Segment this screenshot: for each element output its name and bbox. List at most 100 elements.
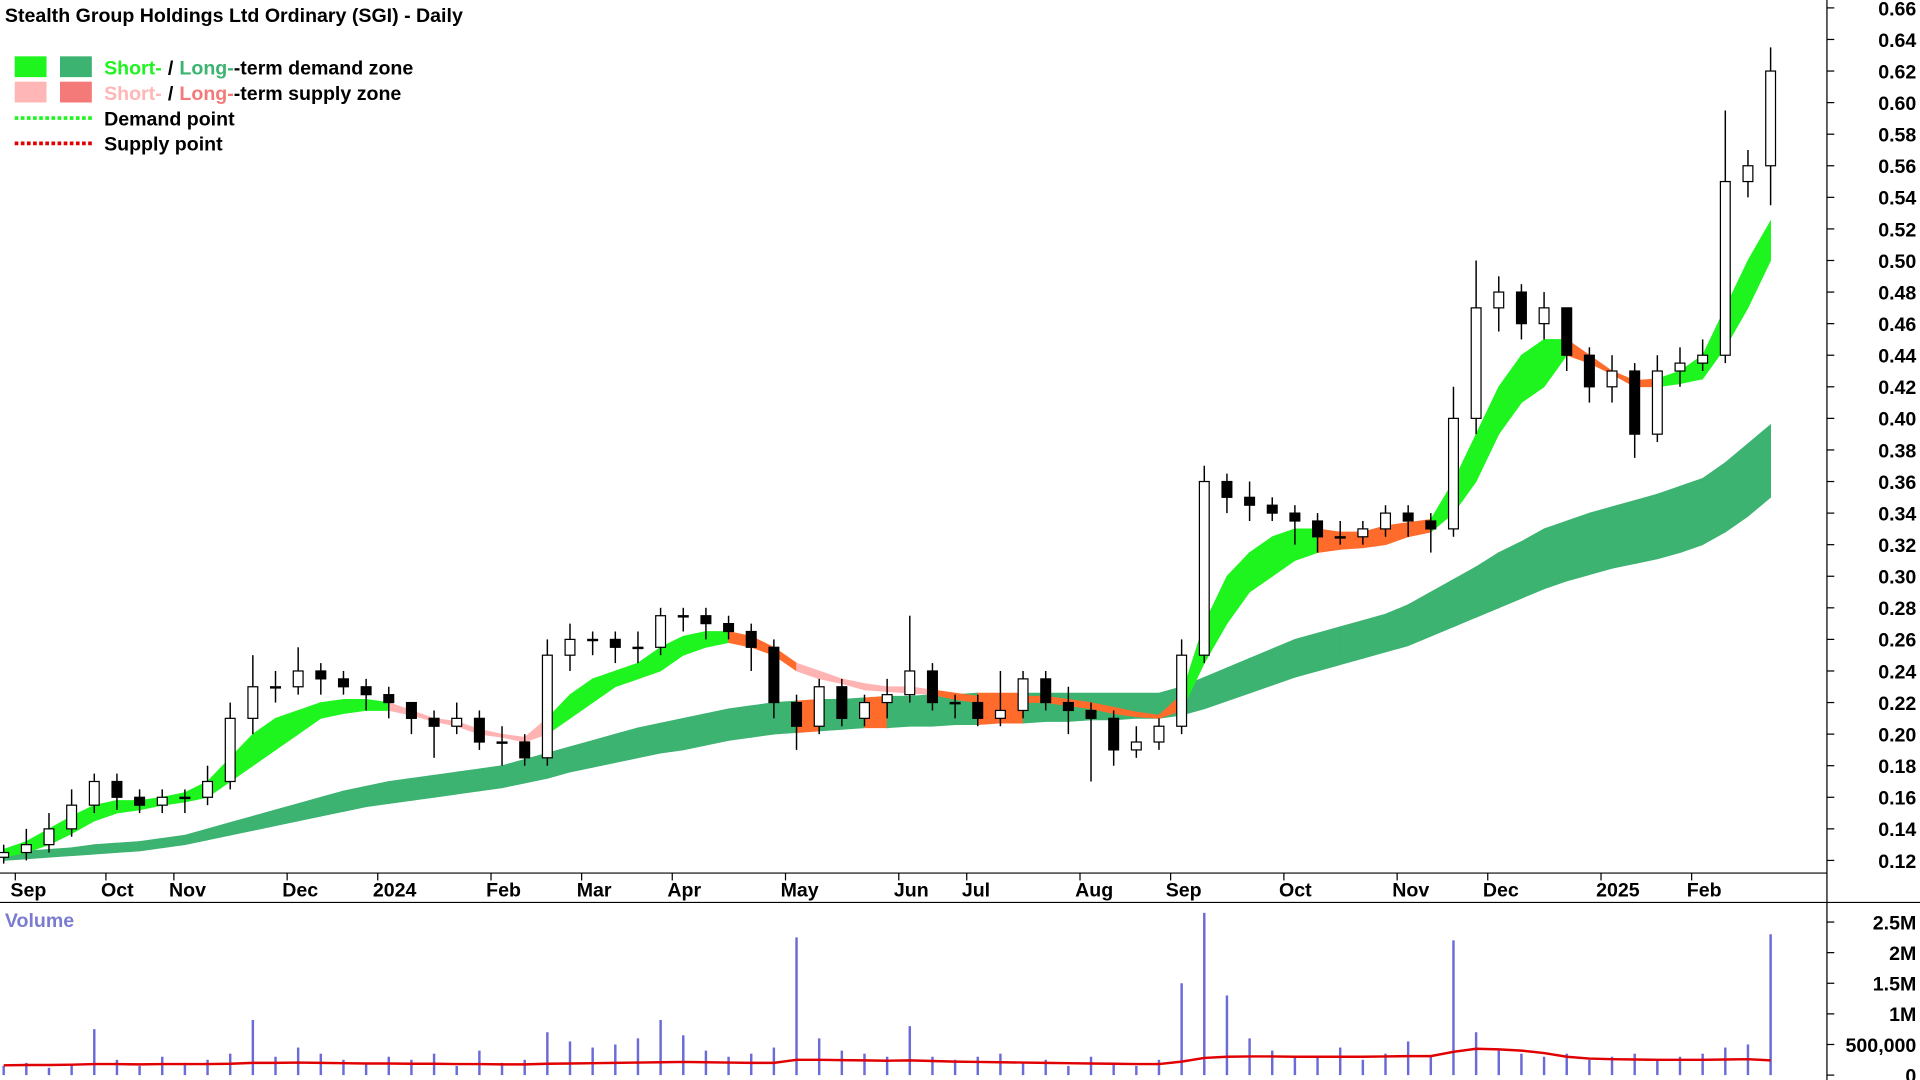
chart-title: Stealth Group Holdings Ltd Ordinary (SGI…: [5, 5, 463, 27]
y-tick-label: 0.36: [1878, 472, 1916, 494]
zone-segment: [1566, 512, 1590, 582]
candle-body: [541, 654, 553, 759]
zone-segment: [48, 847, 72, 858]
y-tick-label: 0.34: [1878, 503, 1916, 525]
volume-bars: [2, 912, 1772, 1076]
volume-y-tick-label: 500,000: [1846, 1035, 1917, 1057]
zone-segment: [433, 771, 458, 798]
legend-swatch: [14, 81, 47, 103]
x-tick-label: Dec: [1483, 879, 1519, 901]
zone-segment: [637, 722, 661, 759]
axes: 0.12 0.14 0.16 0.18 0.20 0.22 0.24 0.26 0.28 0.30…: [10, 0, 1916, 1080]
zone-segment: [1634, 493, 1658, 565]
candle-body: [1198, 480, 1210, 656]
candle-body: [1719, 180, 1731, 356]
candle-body: [247, 686, 259, 719]
volume-y-tick-label: 2M: [1889, 943, 1916, 965]
zone-segment: [388, 777, 412, 805]
candle-body: [1176, 654, 1188, 727]
candle-body: [609, 638, 621, 648]
volume-y-tick-label: 0: [1905, 1065, 1916, 1080]
candle-body: [337, 678, 349, 688]
candle-body: [1244, 496, 1256, 506]
legend-swatch: [60, 81, 92, 103]
zone-segment: [456, 768, 480, 795]
candle-body: [66, 804, 78, 830]
legend: Short- / Long--term demand zone Short- / Long…: [14, 56, 413, 156]
candle-body: [1629, 370, 1641, 435]
candle-body: [1561, 307, 1573, 356]
zone-segment: [750, 702, 775, 738]
candle-body: [202, 780, 214, 798]
x-tick-label: 2024: [373, 879, 417, 901]
candle-body: [1085, 709, 1097, 719]
x-tick-label: Nov: [169, 879, 206, 901]
candle-body: [1221, 480, 1233, 498]
y-tick-label: 0.60: [1878, 93, 1916, 115]
candle-body: [1651, 370, 1663, 435]
x-tick-label: Feb: [486, 879, 521, 901]
zone-segment: [411, 774, 435, 801]
zone-segment: [1294, 632, 1318, 678]
zone-segment: [614, 727, 639, 763]
zone-segment: [1611, 499, 1636, 569]
candle-body: [677, 615, 689, 618]
y-tick-label: 0.62: [1878, 61, 1916, 83]
zone-segment: [705, 708, 729, 746]
candle-body: [813, 686, 825, 727]
candle-body: [496, 741, 508, 744]
x-tick-label: Nov: [1392, 879, 1429, 901]
candle-body: [1515, 291, 1527, 325]
zone-segment: [1679, 477, 1704, 554]
candle-body: [836, 686, 848, 719]
candle-body: [134, 796, 146, 806]
candle-body: [700, 615, 712, 625]
zone-segment: [1747, 423, 1771, 518]
zone-segment: [1339, 619, 1364, 666]
candle-body: [315, 670, 327, 680]
candle-body: [1538, 307, 1550, 325]
x-tick-label: Jun: [894, 879, 929, 901]
volume-y-tick-label: 1M: [1889, 1004, 1916, 1026]
zone-segment: [660, 717, 684, 754]
y-tick-label: 0.26: [1878, 630, 1916, 652]
y-tick-label: 0.24: [1878, 661, 1916, 683]
candle-body: [564, 638, 576, 656]
legend-rest: -term supply zone: [234, 83, 402, 105]
candle-body: [1266, 504, 1278, 514]
legend-label: Demand point: [104, 108, 235, 130]
y-tick-label: 0.30: [1878, 567, 1916, 589]
candle-body: [1357, 528, 1369, 538]
zone-bands: [3, 219, 1771, 861]
candle-body: [904, 670, 916, 696]
y-tick-label: 0.16: [1878, 788, 1916, 810]
candle-body: [1765, 70, 1777, 167]
candle-body: [1402, 512, 1414, 522]
candle-body: [383, 694, 395, 704]
zone-segment: [1747, 219, 1771, 309]
zone-segment: [479, 765, 503, 792]
candle-body: [1334, 536, 1346, 539]
zone-segment: [93, 842, 118, 855]
zone-segment: [682, 713, 707, 751]
candle-body: [1017, 678, 1029, 712]
x-tick-label: Jul: [962, 879, 990, 901]
candle-body: [473, 717, 485, 743]
candle-body: [745, 630, 757, 648]
zone-segment: [1543, 520, 1568, 590]
candle-body: [270, 686, 282, 689]
candle-body: [428, 717, 440, 727]
legend-slash: /: [168, 58, 174, 80]
zone-segment: [343, 785, 367, 812]
y-tick-label: 0.42: [1878, 377, 1916, 399]
x-tick-label: Apr: [667, 879, 701, 901]
y-tick-label: 0.22: [1878, 693, 1916, 715]
candle-body: [405, 701, 417, 719]
candle-body: [655, 615, 667, 648]
x-tick-label: Mar: [577, 879, 612, 901]
candle-body: [1447, 417, 1459, 530]
zone-segment: [365, 781, 390, 808]
candle-body: [1697, 354, 1709, 364]
x-tick-label: Aug: [1075, 879, 1113, 901]
